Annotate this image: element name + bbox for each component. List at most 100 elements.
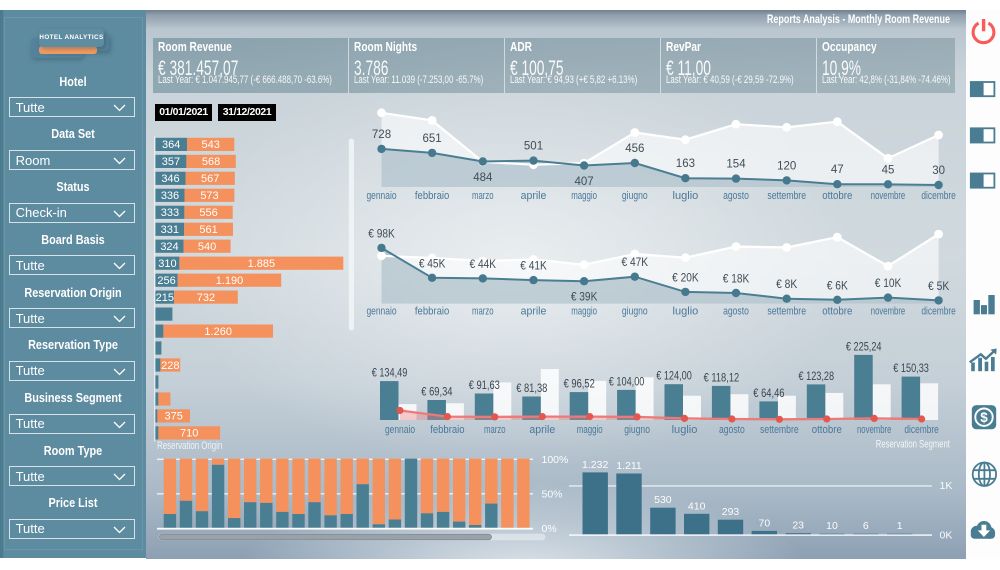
svg-text:ottobre: ottobre bbox=[822, 306, 852, 318]
svg-text:€ 41K: € 41K bbox=[520, 261, 547, 273]
svg-text:giugno: giugno bbox=[622, 190, 648, 202]
svg-text:163: 163 bbox=[676, 158, 695, 170]
svg-text:375: 375 bbox=[165, 411, 183, 423]
svg-text:ottobre: ottobre bbox=[822, 190, 852, 202]
svg-text:1.232: 1.232 bbox=[582, 459, 608, 471]
svg-text:407: 407 bbox=[575, 176, 594, 188]
svg-text:324: 324 bbox=[160, 241, 178, 253]
svg-text:novembre: novembre bbox=[871, 190, 905, 202]
svg-text:aprile: aprile bbox=[521, 306, 547, 318]
svg-text:€ 98K: € 98K bbox=[368, 228, 395, 240]
svg-text:novembre: novembre bbox=[857, 424, 891, 436]
svg-text:1.211: 1.211 bbox=[616, 460, 642, 472]
svg-text:70: 70 bbox=[759, 517, 771, 529]
svg-text:543: 543 bbox=[202, 139, 220, 151]
svg-text:1K: 1K bbox=[940, 480, 953, 492]
svg-text:€ 8K: € 8K bbox=[776, 279, 797, 291]
svg-text:10: 10 bbox=[826, 520, 838, 532]
svg-text:settembre: settembre bbox=[760, 424, 799, 436]
svg-text:giugno: giugno bbox=[622, 306, 648, 318]
svg-text:agosto: agosto bbox=[723, 190, 749, 202]
svg-text:50%: 50% bbox=[542, 489, 563, 501]
svg-text:€ 123,28: € 123,28 bbox=[799, 371, 835, 383]
svg-text:6: 6 bbox=[863, 520, 869, 532]
svg-text:573: 573 bbox=[200, 190, 218, 202]
svg-text:dicembre: dicembre bbox=[921, 190, 955, 202]
svg-text:0K: 0K bbox=[940, 530, 953, 542]
svg-text:346: 346 bbox=[161, 173, 179, 185]
svg-text:€ 104,00: € 104,00 bbox=[609, 376, 645, 388]
svg-text:€ 118,12: € 118,12 bbox=[704, 372, 740, 384]
svg-text:€ 18K: € 18K bbox=[723, 274, 750, 286]
svg-text:dicembre: dicembre bbox=[904, 424, 938, 436]
svg-text:agosto: agosto bbox=[723, 306, 749, 318]
svg-text:484: 484 bbox=[473, 172, 493, 184]
svg-text:256: 256 bbox=[157, 275, 175, 287]
svg-text:€ 47K: € 47K bbox=[622, 257, 649, 269]
svg-text:336: 336 bbox=[161, 190, 179, 202]
svg-text:410: 410 bbox=[688, 500, 706, 512]
svg-text:154: 154 bbox=[726, 159, 746, 171]
svg-text:1.885: 1.885 bbox=[248, 258, 276, 270]
svg-text:€ 124,00: € 124,00 bbox=[656, 371, 692, 383]
svg-text:€ 6K: € 6K bbox=[827, 280, 848, 292]
svg-text:293: 293 bbox=[722, 506, 740, 518]
svg-text:568: 568 bbox=[202, 156, 220, 168]
svg-text:€ 134,49: € 134,49 bbox=[372, 368, 408, 380]
svg-text:561: 561 bbox=[199, 224, 217, 236]
svg-text:€ 45K: € 45K bbox=[419, 258, 446, 270]
svg-text:marzo: marzo bbox=[472, 306, 494, 318]
svg-text:364: 364 bbox=[162, 139, 180, 151]
svg-text:febbraio: febbraio bbox=[430, 424, 464, 436]
svg-text:novembre: novembre bbox=[871, 306, 905, 318]
svg-text:310: 310 bbox=[158, 258, 176, 270]
svg-text:651: 651 bbox=[423, 133, 442, 145]
svg-text:maggio: maggio bbox=[571, 306, 597, 318]
svg-text:530: 530 bbox=[654, 494, 672, 506]
svg-text:€ 10K: € 10K bbox=[875, 278, 902, 290]
svg-text:aprile: aprile bbox=[521, 190, 547, 202]
svg-text:710: 710 bbox=[180, 428, 198, 440]
svg-text:€ 150,33: € 150,33 bbox=[893, 363, 929, 375]
svg-text:1: 1 bbox=[897, 520, 903, 532]
svg-text:100%: 100% bbox=[542, 454, 569, 466]
svg-text:settembre: settembre bbox=[767, 306, 806, 318]
svg-text:215: 215 bbox=[156, 292, 174, 304]
svg-text:€ 96,52: € 96,52 bbox=[564, 379, 595, 391]
svg-text:maggio: maggio bbox=[577, 424, 603, 436]
svg-text:agosto: agosto bbox=[719, 424, 745, 436]
svg-text:maggio: maggio bbox=[571, 190, 597, 202]
svg-text:luglio: luglio bbox=[673, 190, 699, 202]
svg-text:501: 501 bbox=[524, 141, 543, 153]
svg-text:Reservation Origin: Reservation Origin bbox=[157, 440, 222, 452]
svg-text:30: 30 bbox=[932, 165, 945, 177]
svg-text:540: 540 bbox=[198, 241, 216, 253]
svg-text:€ 81,38: € 81,38 bbox=[516, 383, 547, 395]
svg-text:728: 728 bbox=[372, 129, 391, 141]
svg-text:settembre: settembre bbox=[767, 190, 806, 202]
svg-text:€ 225,24: € 225,24 bbox=[846, 341, 882, 353]
svg-text:gennaio: gennaio bbox=[366, 190, 396, 202]
svg-text:$: $ bbox=[980, 410, 988, 425]
svg-text:gennaio: gennaio bbox=[366, 306, 396, 318]
svg-text:732: 732 bbox=[197, 292, 215, 304]
svg-text:luglio: luglio bbox=[672, 424, 698, 436]
svg-text:556: 556 bbox=[199, 207, 217, 219]
svg-text:€ 5K: € 5K bbox=[928, 281, 949, 293]
svg-text:€ 91,63: € 91,63 bbox=[469, 380, 500, 392]
svg-text:1.260: 1.260 bbox=[204, 326, 232, 338]
svg-text:€ 20K: € 20K bbox=[672, 272, 699, 284]
svg-text:febbraio: febbraio bbox=[415, 306, 449, 318]
svg-text:giugno: giugno bbox=[624, 424, 650, 436]
svg-text:marzo: marzo bbox=[484, 424, 506, 436]
svg-text:aprile: aprile bbox=[529, 424, 555, 436]
svg-text:456: 456 bbox=[625, 143, 644, 155]
svg-text:Reservation Segment: Reservation Segment bbox=[876, 439, 950, 451]
svg-text:333: 333 bbox=[161, 207, 179, 219]
svg-text:1.190: 1.190 bbox=[216, 275, 244, 287]
svg-text:45: 45 bbox=[882, 164, 895, 176]
svg-text:331: 331 bbox=[161, 224, 179, 236]
svg-text:0%: 0% bbox=[542, 523, 557, 535]
svg-text:luglio: luglio bbox=[673, 306, 699, 318]
svg-text:€ 39K: € 39K bbox=[571, 292, 598, 304]
